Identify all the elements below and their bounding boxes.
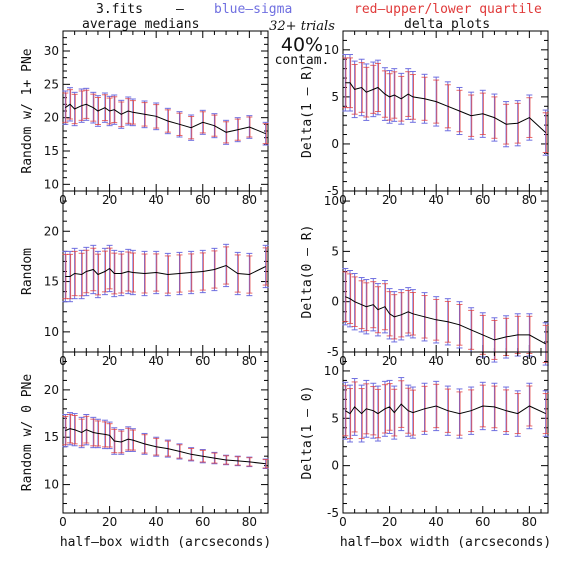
y-tick-label: 0 — [331, 459, 339, 473]
y-tick-label: 5 — [331, 244, 339, 258]
x-axis-label: half–box width (arcseconds) — [340, 535, 551, 550]
y-tick-label: 10 — [324, 43, 339, 57]
panels: 0 20 40 60 80 10 15 20 25 30 Random w/ 1+ PNe 0 20 40… — [20, 30, 551, 550]
x-tick-label: 60 — [475, 354, 490, 368]
series-line — [345, 296, 546, 345]
x-tick-label: 80 — [522, 515, 537, 529]
y-axis-label: Delta(1 – 0) — [300, 386, 315, 480]
y-tick-label: 20 — [44, 111, 59, 125]
series-line — [65, 264, 266, 277]
x-tick-label: 20 — [382, 193, 397, 207]
x-tick-label: 20 — [102, 193, 117, 207]
y-tick-label: 10 — [44, 177, 59, 191]
x-tick-label: 40 — [149, 193, 164, 207]
column-title-left: average medians — [82, 17, 199, 32]
y-tick-label: 5 — [331, 90, 339, 104]
y-tick-label: 15 — [44, 275, 59, 289]
x-tick-label: 40 — [429, 515, 444, 529]
error-bar — [542, 109, 549, 156]
y-tick-label: 15 — [44, 430, 59, 444]
contamination-percent: 40% — [281, 34, 323, 56]
y-tick-label: -5 — [327, 345, 339, 359]
panel-left-bottom: 0 20 40 60 80 10 15 20 Random w/ 0 PNe half–box w… — [20, 351, 271, 550]
y-tick-label: 10 — [44, 478, 59, 492]
x-tick-label: 80 — [242, 515, 257, 529]
y-tick-label: 10 — [324, 194, 339, 208]
x-axis-label: half–box width (arcseconds) — [60, 535, 271, 550]
y-axis-label: Random — [20, 248, 35, 295]
header-red-label: red–upper/lower quartile — [354, 2, 542, 17]
error-bar — [456, 301, 463, 349]
x-tick-label: 60 — [195, 193, 210, 207]
x-tick-label: 20 — [382, 354, 397, 368]
y-axis-label: Delta(0 – R) — [300, 225, 315, 319]
x-tick-label: 20 — [382, 515, 397, 529]
y-tick-label: 15 — [44, 144, 59, 158]
x-tick-label: 0 — [339, 515, 347, 529]
contamination-word: contam. — [275, 53, 330, 68]
y-axis-label: Delta(1 – R) — [300, 64, 315, 158]
series-line — [65, 103, 266, 135]
y-tick-label: -5 — [327, 506, 339, 520]
x-tick-label: 20 — [102, 354, 117, 368]
x-tick-label: 80 — [242, 193, 257, 207]
x-tick-label: 80 — [522, 193, 537, 207]
y-tick-label: 25 — [44, 77, 59, 91]
y-axis-label: Random w/ 0 PNe — [20, 374, 35, 492]
plot-frame — [342, 351, 549, 514]
y-tick-label: -5 — [327, 184, 339, 198]
x-tick-label: 40 — [149, 354, 164, 368]
x-tick-label: 40 — [429, 354, 444, 368]
column-title-right: delta plots — [404, 17, 490, 32]
series-line — [345, 82, 547, 133]
y-tick-label: 20 — [44, 383, 59, 397]
x-tick-label: 0 — [59, 515, 67, 529]
y-tick-label: 10 — [44, 325, 59, 339]
series-line — [345, 403, 546, 415]
y-tick-label: 10 — [324, 364, 339, 378]
y-axis-label: Random w/ 1+ PNe — [20, 48, 35, 173]
y-tick-label: 0 — [331, 137, 339, 151]
error-bar — [188, 114, 195, 141]
header-blue-label: blue–sigma — [214, 2, 292, 17]
x-tick-label: 60 — [475, 515, 490, 529]
x-tick-label: 60 — [475, 193, 490, 207]
header-file: 3.fits — [96, 2, 143, 17]
x-tick-label: 40 — [149, 515, 164, 529]
error-bar — [262, 458, 269, 469]
x-tick-label: 60 — [195, 515, 210, 529]
trials-label: 32+ trials — [269, 19, 335, 34]
x-tick-label: 80 — [522, 354, 537, 368]
x-tick-label: 40 — [429, 193, 444, 207]
y-tick-label: 30 — [44, 44, 59, 58]
y-tick-label: 5 — [331, 411, 339, 425]
x-tick-label: 20 — [102, 515, 117, 529]
x-tick-label: 80 — [242, 354, 257, 368]
y-tick-label: 20 — [44, 224, 59, 238]
x-tick-label: 60 — [195, 354, 210, 368]
y-tick-label: 0 — [331, 295, 339, 309]
series-line — [65, 428, 266, 465]
plot-frame — [62, 351, 269, 514]
header-dash: – — [176, 2, 184, 17]
